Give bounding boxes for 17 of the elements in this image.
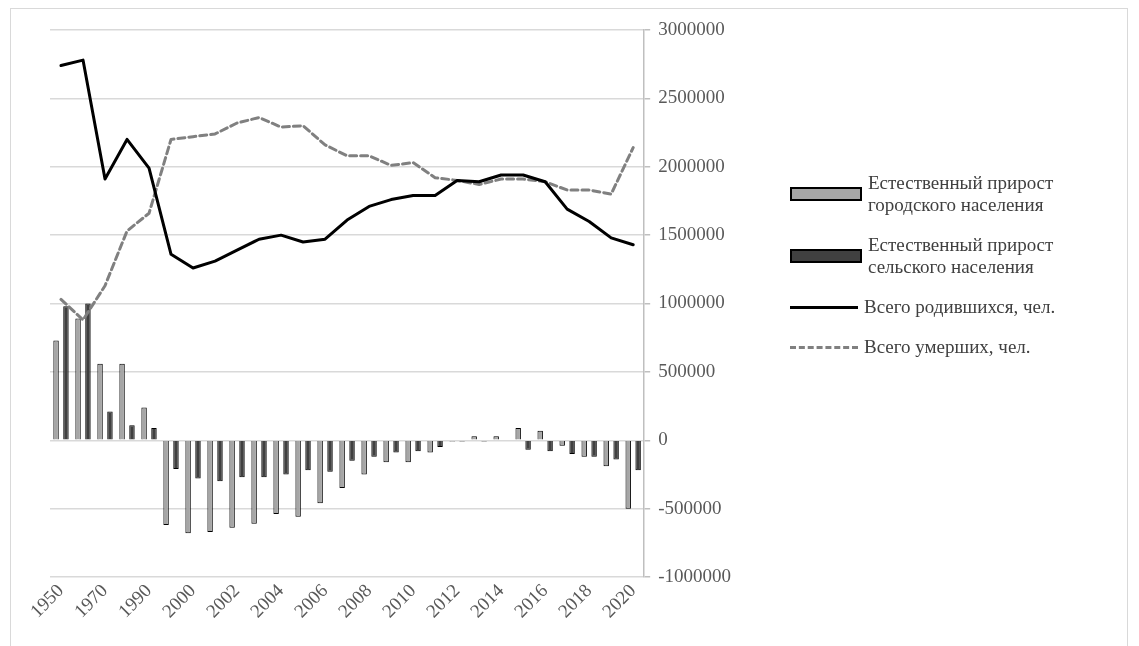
x-tick-label: 1950 [25,579,68,622]
legend-label: Естественный прирост сельского населения [868,234,1055,278]
y-tick-label: 1500000 [658,223,725,245]
y-tick-label: 3000000 [658,17,725,39]
y-tick-label: -1000000 [658,564,731,586]
y-tick-label: 0 [658,428,668,450]
y-tick-label: 2500000 [658,86,725,108]
x-tick-label: 1990 [113,579,156,622]
legend-label: Всего родившихся, чел. [864,296,1056,318]
legend-label: Всего умерших, чел. [864,336,1031,358]
legend-label: Естественный прирост городского населения [868,172,1055,216]
y-tick-label: 2000000 [658,154,725,176]
y-tick-label: -500000 [658,496,722,518]
y-tick-label: 1000000 [658,291,725,313]
x-tick-label: 1970 [69,579,112,622]
y-tick-label: 500000 [658,359,716,381]
line-series [59,116,635,322]
